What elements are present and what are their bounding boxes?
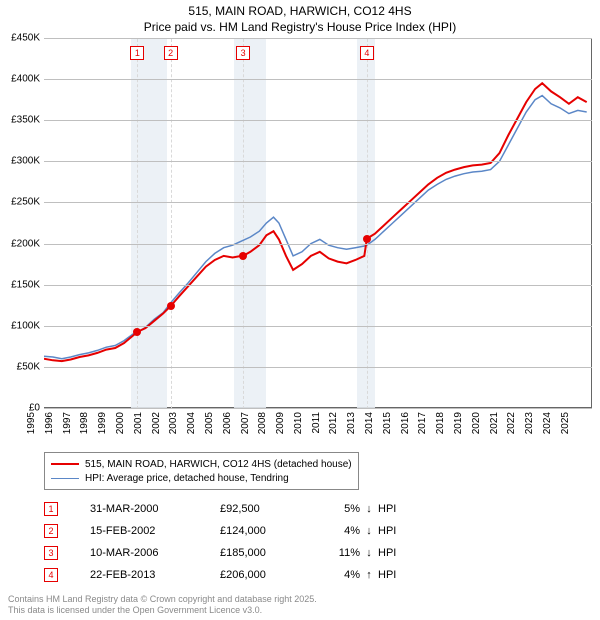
y-tick-label: £150K bbox=[0, 279, 40, 290]
table-arrow-icon: ↑ bbox=[360, 569, 378, 581]
y-tick-label: £50K bbox=[0, 361, 40, 372]
grid-line-h bbox=[44, 38, 592, 39]
title-line2: Price paid vs. HM Land Registry's House … bbox=[0, 20, 600, 36]
legend-swatch bbox=[51, 463, 79, 465]
marker-label-box: 2 bbox=[164, 46, 178, 60]
legend-label: HPI: Average price, detached house, Tend… bbox=[85, 473, 289, 484]
footer-line2: This data is licensed under the Open Gov… bbox=[8, 605, 317, 616]
grid-line-h bbox=[44, 79, 592, 80]
legend-row: HPI: Average price, detached house, Tend… bbox=[51, 471, 352, 485]
marker-label-box: 4 bbox=[360, 46, 374, 60]
grid-line-h bbox=[44, 367, 592, 368]
table-diff: 5% bbox=[330, 503, 360, 515]
sales-table: 131-MAR-2000£92,5005%↓HPI215-FEB-2002£12… bbox=[44, 498, 418, 586]
table-hpi-label: HPI bbox=[378, 525, 418, 537]
grid-line-h bbox=[44, 408, 592, 409]
table-hpi-label: HPI bbox=[378, 569, 418, 581]
chart-container: 515, MAIN ROAD, HARWICH, CO12 4HS Price … bbox=[0, 0, 600, 620]
y-tick-label: £250K bbox=[0, 197, 40, 208]
y-tick-label: £300K bbox=[0, 156, 40, 167]
table-price: £124,000 bbox=[220, 525, 330, 537]
table-price: £92,500 bbox=[220, 503, 330, 515]
title-line1: 515, MAIN ROAD, HARWICH, CO12 4HS bbox=[0, 4, 600, 20]
y-tick-label: £450K bbox=[0, 33, 40, 44]
series-line-price_paid bbox=[44, 83, 587, 361]
grid-line-h bbox=[44, 161, 592, 162]
series-line-hpi bbox=[44, 96, 587, 359]
table-row: 2 15-FEB-2002£124,0004%↓HPI bbox=[44, 520, 418, 542]
title-block: 515, MAIN ROAD, HARWICH, CO12 4HS Price … bbox=[0, 0, 600, 35]
table-date: 31-MAR-2000 bbox=[90, 503, 220, 515]
sale-dot bbox=[133, 328, 141, 336]
grid-line-h bbox=[44, 285, 592, 286]
marker-label-box: 1 bbox=[130, 46, 144, 60]
legend: 515, MAIN ROAD, HARWICH, CO12 4HS (detac… bbox=[44, 452, 359, 490]
table-price: £185,000 bbox=[220, 547, 330, 559]
legend-label: 515, MAIN ROAD, HARWICH, CO12 4HS (detac… bbox=[85, 459, 352, 470]
sale-dot bbox=[239, 252, 247, 260]
table-date: 22-FEB-2013 bbox=[90, 569, 220, 581]
legend-row: 515, MAIN ROAD, HARWICH, CO12 4HS (detac… bbox=[51, 457, 352, 471]
grid-line-h bbox=[44, 120, 592, 121]
table-idx-box: 1 bbox=[44, 502, 58, 516]
legend-swatch bbox=[51, 478, 79, 479]
table-idx-box: 4 bbox=[44, 568, 58, 582]
y-tick-label: £200K bbox=[0, 238, 40, 249]
table-diff: 11% bbox=[330, 547, 360, 559]
table-hpi-label: HPI bbox=[378, 547, 418, 559]
sale-dot bbox=[363, 235, 371, 243]
grid-line-h bbox=[44, 326, 592, 327]
line-svg bbox=[44, 38, 592, 408]
table-diff: 4% bbox=[330, 525, 360, 537]
y-tick-label: £100K bbox=[0, 320, 40, 331]
x-tick-label: 2025 bbox=[560, 412, 596, 434]
grid-line-h bbox=[44, 244, 592, 245]
y-tick-label: £350K bbox=[0, 115, 40, 126]
table-date: 15-FEB-2002 bbox=[90, 525, 220, 537]
chart-wrap: £0£50K£100K£150K£200K£250K£300K£350K£400… bbox=[0, 38, 600, 448]
table-row: 1 31-MAR-2000£92,5005%↓HPI bbox=[44, 498, 418, 520]
footer: Contains HM Land Registry data © Crown c… bbox=[8, 594, 317, 617]
table-idx-box: 2 bbox=[44, 524, 58, 538]
table-arrow-icon: ↓ bbox=[360, 547, 378, 559]
grid-line-h bbox=[44, 202, 592, 203]
table-hpi-label: HPI bbox=[378, 503, 418, 515]
table-price: £206,000 bbox=[220, 569, 330, 581]
footer-line1: Contains HM Land Registry data © Crown c… bbox=[8, 594, 317, 605]
table-idx-box: 3 bbox=[44, 546, 58, 560]
marker-label-box: 3 bbox=[236, 46, 250, 60]
table-date: 10-MAR-2006 bbox=[90, 547, 220, 559]
table-arrow-icon: ↓ bbox=[360, 525, 378, 537]
sale-dot bbox=[167, 302, 175, 310]
table-row: 3 10-MAR-2006£185,00011%↓HPI bbox=[44, 542, 418, 564]
y-tick-label: £400K bbox=[0, 74, 40, 85]
table-arrow-icon: ↓ bbox=[360, 503, 378, 515]
table-diff: 4% bbox=[330, 569, 360, 581]
table-row: 4 22-FEB-2013£206,0004%↑HPI bbox=[44, 564, 418, 586]
